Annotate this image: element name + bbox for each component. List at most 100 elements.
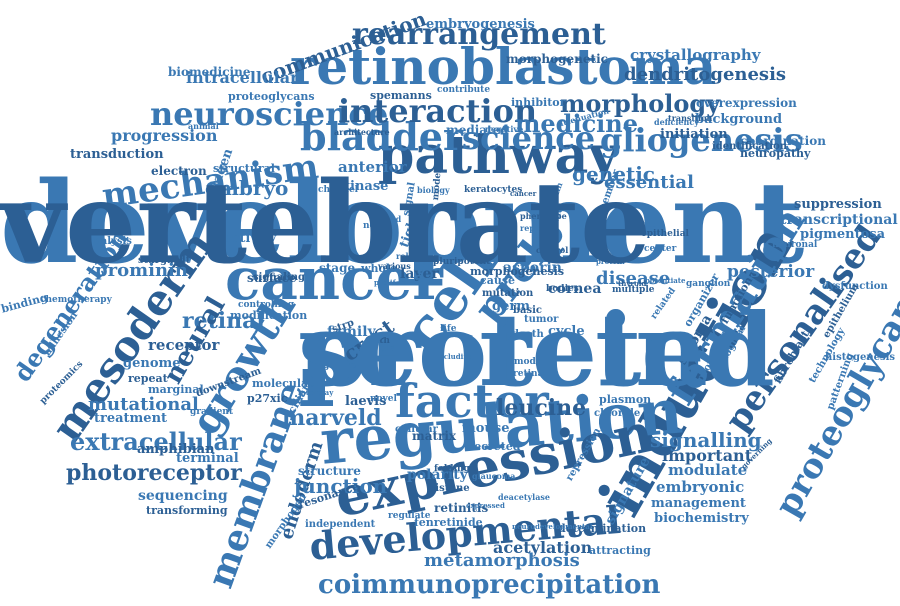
word-transduction: transduction <box>70 147 164 162</box>
word-transforming: transforming <box>146 504 228 517</box>
word-cellular: cellular <box>395 424 438 435</box>
word-metamorphosis: metamorphosis <box>424 550 580 571</box>
word-transition: transition <box>668 113 713 123</box>
word-leucine: leucine <box>496 395 587 421</box>
word-glaucoma: glaucoma <box>472 471 516 481</box>
word-pluripotent: pluripotent <box>433 257 491 267</box>
word-activity: activity <box>223 231 277 246</box>
word-gtpase: gtpase <box>323 361 357 371</box>
word-thyroid: thyroid <box>618 279 647 288</box>
word-life: life <box>440 324 457 334</box>
word-progression: progression <box>111 126 218 145</box>
word-analysis: analysis <box>87 236 132 247</box>
word-coordination: coordination <box>740 134 826 148</box>
word-retinoblastoma: retinoblastoma <box>290 37 717 96</box>
word-bladder: bladder <box>300 114 463 159</box>
word-novel: novel <box>370 394 397 404</box>
word-dysfunction: dysfunction <box>822 281 888 292</box>
word-role: role <box>396 251 414 261</box>
word-folding: folding <box>434 464 470 474</box>
word-asporin: asporin <box>503 260 562 276</box>
word-potentiate: potentiate <box>645 276 686 285</box>
word-interplay: interplay <box>298 388 334 397</box>
word-animal: animal <box>188 121 219 131</box>
word-management: management <box>651 496 746 511</box>
word-polarity: polarity <box>407 467 468 483</box>
word-including: including <box>436 352 474 361</box>
word-modulate: modulate <box>668 461 748 479</box>
word-amphibian: amphibian <box>137 442 215 457</box>
word-germ: germ <box>492 299 530 314</box>
word-channel: channel <box>318 185 359 195</box>
word-histogenesis: histogenesis <box>825 352 896 363</box>
word-neuronal: neuronal <box>772 240 818 250</box>
word-architecture: architecture <box>334 127 390 137</box>
word-retina: retina <box>513 369 544 379</box>
word-treatment: treatment <box>94 411 168 426</box>
word-center: center <box>644 244 677 254</box>
word-cornea: cornea <box>548 281 602 297</box>
word-cycle: cycle <box>548 324 585 339</box>
word-biochemistry: biochemistry <box>654 511 749 526</box>
word-gliogenesis: gliogenesis <box>600 121 803 159</box>
word-control: control <box>536 245 569 255</box>
word-initiation: initiation <box>660 127 728 142</box>
word-essential: essential <box>604 172 694 193</box>
word-morphogenesis: morphogenesis <box>470 265 565 278</box>
word-epithelial: epithelial <box>641 229 689 239</box>
word-basic: basic <box>513 305 542 316</box>
word-chloride: chloride <box>594 408 641 419</box>
word-biology: biology <box>417 185 450 195</box>
word-rich: rich <box>354 347 375 357</box>
word-secreted: secreted <box>468 440 521 453</box>
word-histone: histone <box>428 483 470 494</box>
word-repeat: repeat <box>520 223 549 233</box>
word-regulate: regulate <box>388 511 431 521</box>
word-secreted: secreted <box>298 291 775 409</box>
word-contribute: contribute <box>437 85 491 95</box>
word-laevis: laevis <box>345 394 387 409</box>
word-morphogenetic: morphogenetic <box>506 52 608 66</box>
word-neuropathy: neuropathy <box>740 147 811 160</box>
word-mutational: mutational <box>88 394 199 415</box>
word-morphology: morphology <box>560 89 721 118</box>
word-embryonic: embryonic <box>656 478 745 496</box>
word-factor: factor <box>395 374 549 428</box>
word-negative: negative <box>485 124 524 134</box>
word-spemanns: spemanns <box>370 89 432 102</box>
word-deficiency: deficiency <box>654 117 699 127</box>
word-junction: junction <box>294 474 388 498</box>
word-pathway: pathway <box>378 125 619 186</box>
word-interaction: interaction <box>338 92 538 130</box>
word-matrix: matrix <box>412 429 457 443</box>
word-retinal: retinal <box>182 308 265 334</box>
word-photoreceptor: photoreceptor <box>66 460 242 486</box>
word-death: death <box>512 329 544 340</box>
word-acetylation: acetylation <box>493 538 593 557</box>
word-molecular: molecular <box>252 377 314 390</box>
word-multiple: multiple <box>612 285 655 295</box>
word-prominin: prominin <box>95 260 188 281</box>
word-genome: genome <box>123 356 181 371</box>
word-determination: determination <box>558 522 647 535</box>
word-receptor: receptor <box>148 336 220 354</box>
word-independent: independent <box>305 519 376 530</box>
word-embryogenesis: embryogenesis <box>426 17 535 32</box>
word-terminal: terminal <box>176 451 239 466</box>
word-transcriptional: transcriptional <box>780 212 898 228</box>
word-stargardt: stargardt <box>138 255 191 266</box>
word-proliferation: proliferation <box>374 278 424 287</box>
word-gradient: gradient <box>190 407 234 417</box>
word-deacetylase: deacetylase <box>498 492 550 502</box>
word-mutation: mutation <box>482 288 534 299</box>
word-signalling: signalling <box>650 428 762 452</box>
word-xath: xath <box>368 336 390 346</box>
word-induced: induced <box>622 219 658 229</box>
word-p27xic: p27xic <box>247 392 288 405</box>
word-disease: disease <box>596 268 671 289</box>
word-cause: cause <box>480 274 516 287</box>
word-repeat: repeat <box>128 372 168 385</box>
word-embryo: embryo <box>205 176 289 200</box>
word-various: various <box>378 261 411 271</box>
